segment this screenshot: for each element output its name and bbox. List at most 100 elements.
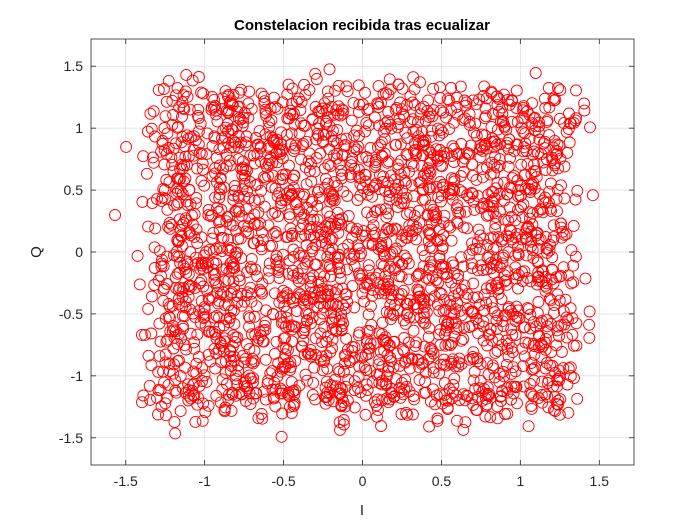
scatter-point-1118 <box>346 280 359 293</box>
scatter-point-1053 <box>330 324 342 336</box>
scatter-point-933 <box>245 103 258 115</box>
scatter-point-2447 <box>543 185 555 198</box>
scatter-point-75 <box>172 354 185 367</box>
scatter-point-1990 <box>474 358 487 371</box>
scatter-point-2128 <box>470 173 483 186</box>
scatter-point-1687 <box>384 298 397 311</box>
scatter-point-868 <box>259 172 272 185</box>
scatter-point-2382 <box>562 269 575 282</box>
scatter-point-1423 <box>410 270 423 283</box>
scatter-point-541 <box>236 169 249 182</box>
scatter-point-1159 <box>307 213 320 226</box>
scatter-point-2067 <box>495 293 508 306</box>
scatter-point-290 <box>177 89 190 102</box>
scatter-point-2430 <box>556 225 569 238</box>
scatter-point-118 <box>186 307 199 320</box>
scatter-point-1002 <box>322 394 335 407</box>
scatter-point-944 <box>263 116 275 129</box>
scatter-point-725 <box>259 323 272 336</box>
scatter-point-690 <box>309 332 322 345</box>
scatter-point-51 <box>167 342 180 355</box>
scatter-point-1258 <box>313 105 326 118</box>
scatter-point-1195 <box>310 152 323 164</box>
scatter-point-1719 <box>433 304 446 317</box>
chart-title: Constelacion recibida tras ecualizar <box>234 17 490 34</box>
scatter-point-1578 <box>391 121 404 134</box>
scatter-point-1627 <box>419 366 432 379</box>
scatter-point-1594 <box>396 82 409 95</box>
scatter-point-2423 <box>550 192 563 205</box>
scatter-point-1075 <box>335 313 348 326</box>
x-tick-label-4: 0.5 <box>432 473 452 489</box>
scatter-point-60 <box>188 336 201 349</box>
scatter-point-1156 <box>319 220 332 233</box>
scatter-point-197 <box>173 234 185 247</box>
scatter-point-1569 <box>375 96 387 109</box>
scatter-point-2444 <box>509 214 522 227</box>
scatter-point-425 <box>248 310 261 323</box>
scatter-point-682 <box>268 347 281 360</box>
scatter-point-2249 <box>527 390 540 403</box>
scatter-point-1545 <box>345 159 358 172</box>
scatter-point-1574 <box>332 79 345 92</box>
scatter-point-2388 <box>545 273 558 286</box>
scatter-point-621 <box>232 112 245 125</box>
scatter-point-182 <box>170 245 183 258</box>
scatter-point-261 <box>191 109 204 122</box>
scatter-point-1184 <box>293 203 306 216</box>
scatter-point-957 <box>242 97 255 110</box>
scatter-point-2190 <box>478 139 491 152</box>
scatter-point-2544 <box>564 117 577 130</box>
scatter-point-791 <box>247 237 260 250</box>
scatter-point-2272 <box>554 393 567 406</box>
scatter-point-1632 <box>442 394 455 407</box>
scatter-point-2216 <box>447 116 460 129</box>
scatter-point-2080 <box>452 206 465 219</box>
scatter-point-2407 <box>503 224 516 236</box>
scatter-point-493 <box>206 232 219 245</box>
scatter-point-1995 <box>468 365 481 378</box>
scatter-point-1958 <box>469 383 482 395</box>
scatter-point-1677 <box>444 339 457 352</box>
scatter-point-1312 <box>400 380 413 393</box>
scatter-point-645 <box>285 376 298 389</box>
scatter-point-2254 <box>505 367 518 380</box>
scatter-point-2238 <box>491 99 504 112</box>
scatter-point-753 <box>275 317 288 330</box>
scatter-point-1639 <box>395 408 408 420</box>
scatter-point-599 <box>216 132 228 145</box>
scatter-point-1713 <box>445 316 458 329</box>
scatter-point-1451 <box>357 225 370 238</box>
scatter-point-1247 <box>345 114 358 127</box>
scatter-point-559 <box>197 163 209 176</box>
scatter-point-710 <box>277 341 290 354</box>
scatter-point-1382 <box>358 295 371 308</box>
scatter-point-1728 <box>412 291 425 303</box>
scatter-point-236 <box>161 203 174 216</box>
scatter-point-2313 <box>545 346 558 358</box>
scatter-point-1270 <box>323 120 336 133</box>
scatter-point-2051 <box>471 264 484 277</box>
scatter-point-2532 <box>569 114 582 127</box>
scatter-point-435 <box>213 321 226 334</box>
scatter-point-1718 <box>419 317 432 330</box>
scatter-point-641 <box>319 397 332 410</box>
scatter-point-332 <box>199 406 212 419</box>
scatter-point-2068 <box>500 274 513 287</box>
scatter-point-123 <box>148 262 161 274</box>
scatter-point-948 <box>267 134 280 147</box>
scatter-point-1794 <box>407 218 420 231</box>
scatter-point-2469 <box>544 177 557 190</box>
scatter-point-1496 <box>388 173 401 186</box>
scatter-point-554 <box>204 210 217 223</box>
scatter-point-2379 <box>539 285 552 298</box>
scatter-point-107 <box>162 298 175 310</box>
scatter-point-2552 <box>548 94 561 107</box>
scatter-point-1875 <box>424 146 437 159</box>
scatter-point-1408 <box>379 270 392 283</box>
scatter-point-1251 <box>326 124 339 137</box>
scatter-point-91 <box>172 293 185 306</box>
scatter-point-951 <box>250 131 262 144</box>
scatter-point-2441 <box>551 183 564 196</box>
scatter-point-794 <box>273 272 286 284</box>
